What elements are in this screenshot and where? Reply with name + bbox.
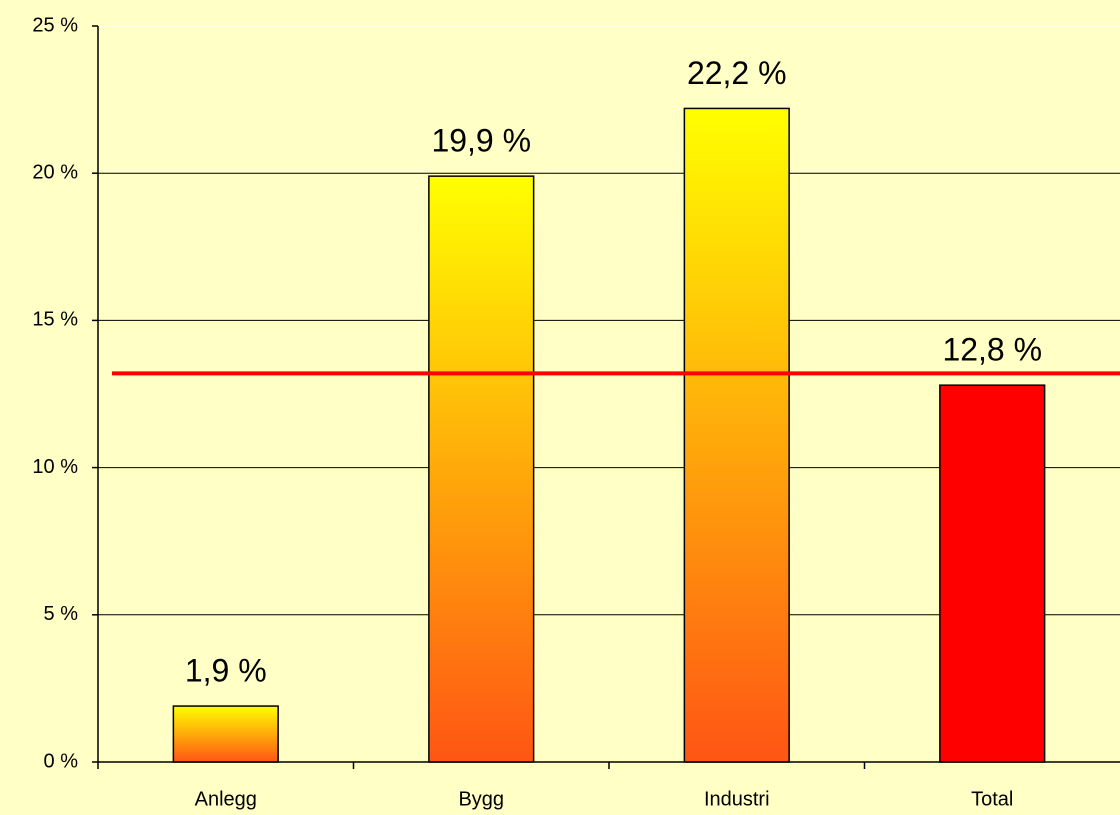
value-label: 19,9 % <box>431 123 531 159</box>
bar <box>683 107 790 763</box>
value-label: 12,8 % <box>942 332 1042 368</box>
y-tick-label: 20 % <box>32 161 78 183</box>
bar <box>939 384 1046 763</box>
bar <box>172 705 279 763</box>
y-tick-label: 15 % <box>32 309 78 331</box>
x-tick-label: Bygg <box>458 788 504 810</box>
y-tick-label: 10 % <box>32 456 78 478</box>
y-tick-label: 5 % <box>44 603 79 625</box>
x-tick-label: Anlegg <box>195 788 257 810</box>
value-label: 22,2 % <box>687 55 787 91</box>
value-label: 1,9 % <box>185 653 267 689</box>
x-tick-label: Total <box>971 788 1013 810</box>
y-tick-label: 25 % <box>32 14 78 36</box>
x-tick-label: Industri <box>704 788 770 810</box>
bar <box>428 175 535 763</box>
y-tick-label: 0 % <box>44 750 79 772</box>
